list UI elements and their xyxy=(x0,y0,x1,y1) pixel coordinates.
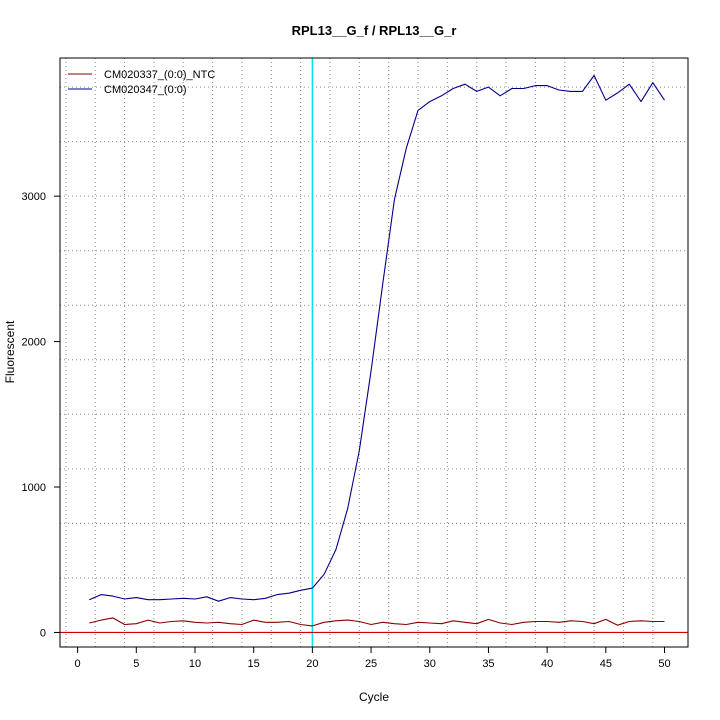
legend: CM020337_(0:0)_NTC CM020347_(0:0) xyxy=(68,69,215,96)
legend-label: CM020337_(0:0)_NTC xyxy=(104,69,215,81)
x-tick-label: 50 xyxy=(658,658,670,670)
series-line-1 xyxy=(89,617,665,627)
y-axis-label: Fluorescent xyxy=(3,320,17,383)
reference-lines xyxy=(60,58,688,647)
x-tick-label: 30 xyxy=(424,658,436,670)
legend-label: CM020347_(0:0) xyxy=(104,84,187,96)
x-tick-label: 15 xyxy=(248,658,260,670)
plot-frame xyxy=(59,57,689,648)
x-tick-label: 45 xyxy=(600,658,612,670)
y-tick-label: 0 xyxy=(40,627,46,639)
series-line-2 xyxy=(89,74,665,602)
x-axis-label: Cycle xyxy=(359,690,389,704)
x-tick-label: 0 xyxy=(75,658,81,670)
y-axis: 0 1000 2000 3000 xyxy=(22,191,60,639)
x-tick-label: 25 xyxy=(365,658,377,670)
x-axis: 0 5 10 15 20 25 30 35 40 45 50 xyxy=(75,647,671,670)
y-tick-label: 2000 xyxy=(22,337,46,349)
series-lines xyxy=(89,74,665,627)
x-tick-label: 10 xyxy=(189,658,201,670)
y-tick-label: 1000 xyxy=(22,482,46,494)
x-tick-label: 5 xyxy=(133,658,139,670)
chart-title: RPL13__G_f / RPL13__G_r xyxy=(292,23,457,38)
x-tick-label: 40 xyxy=(541,658,553,670)
x-tick-label: 20 xyxy=(306,658,318,670)
y-tick-label: 3000 xyxy=(22,191,46,203)
x-tick-label: 35 xyxy=(482,658,494,670)
